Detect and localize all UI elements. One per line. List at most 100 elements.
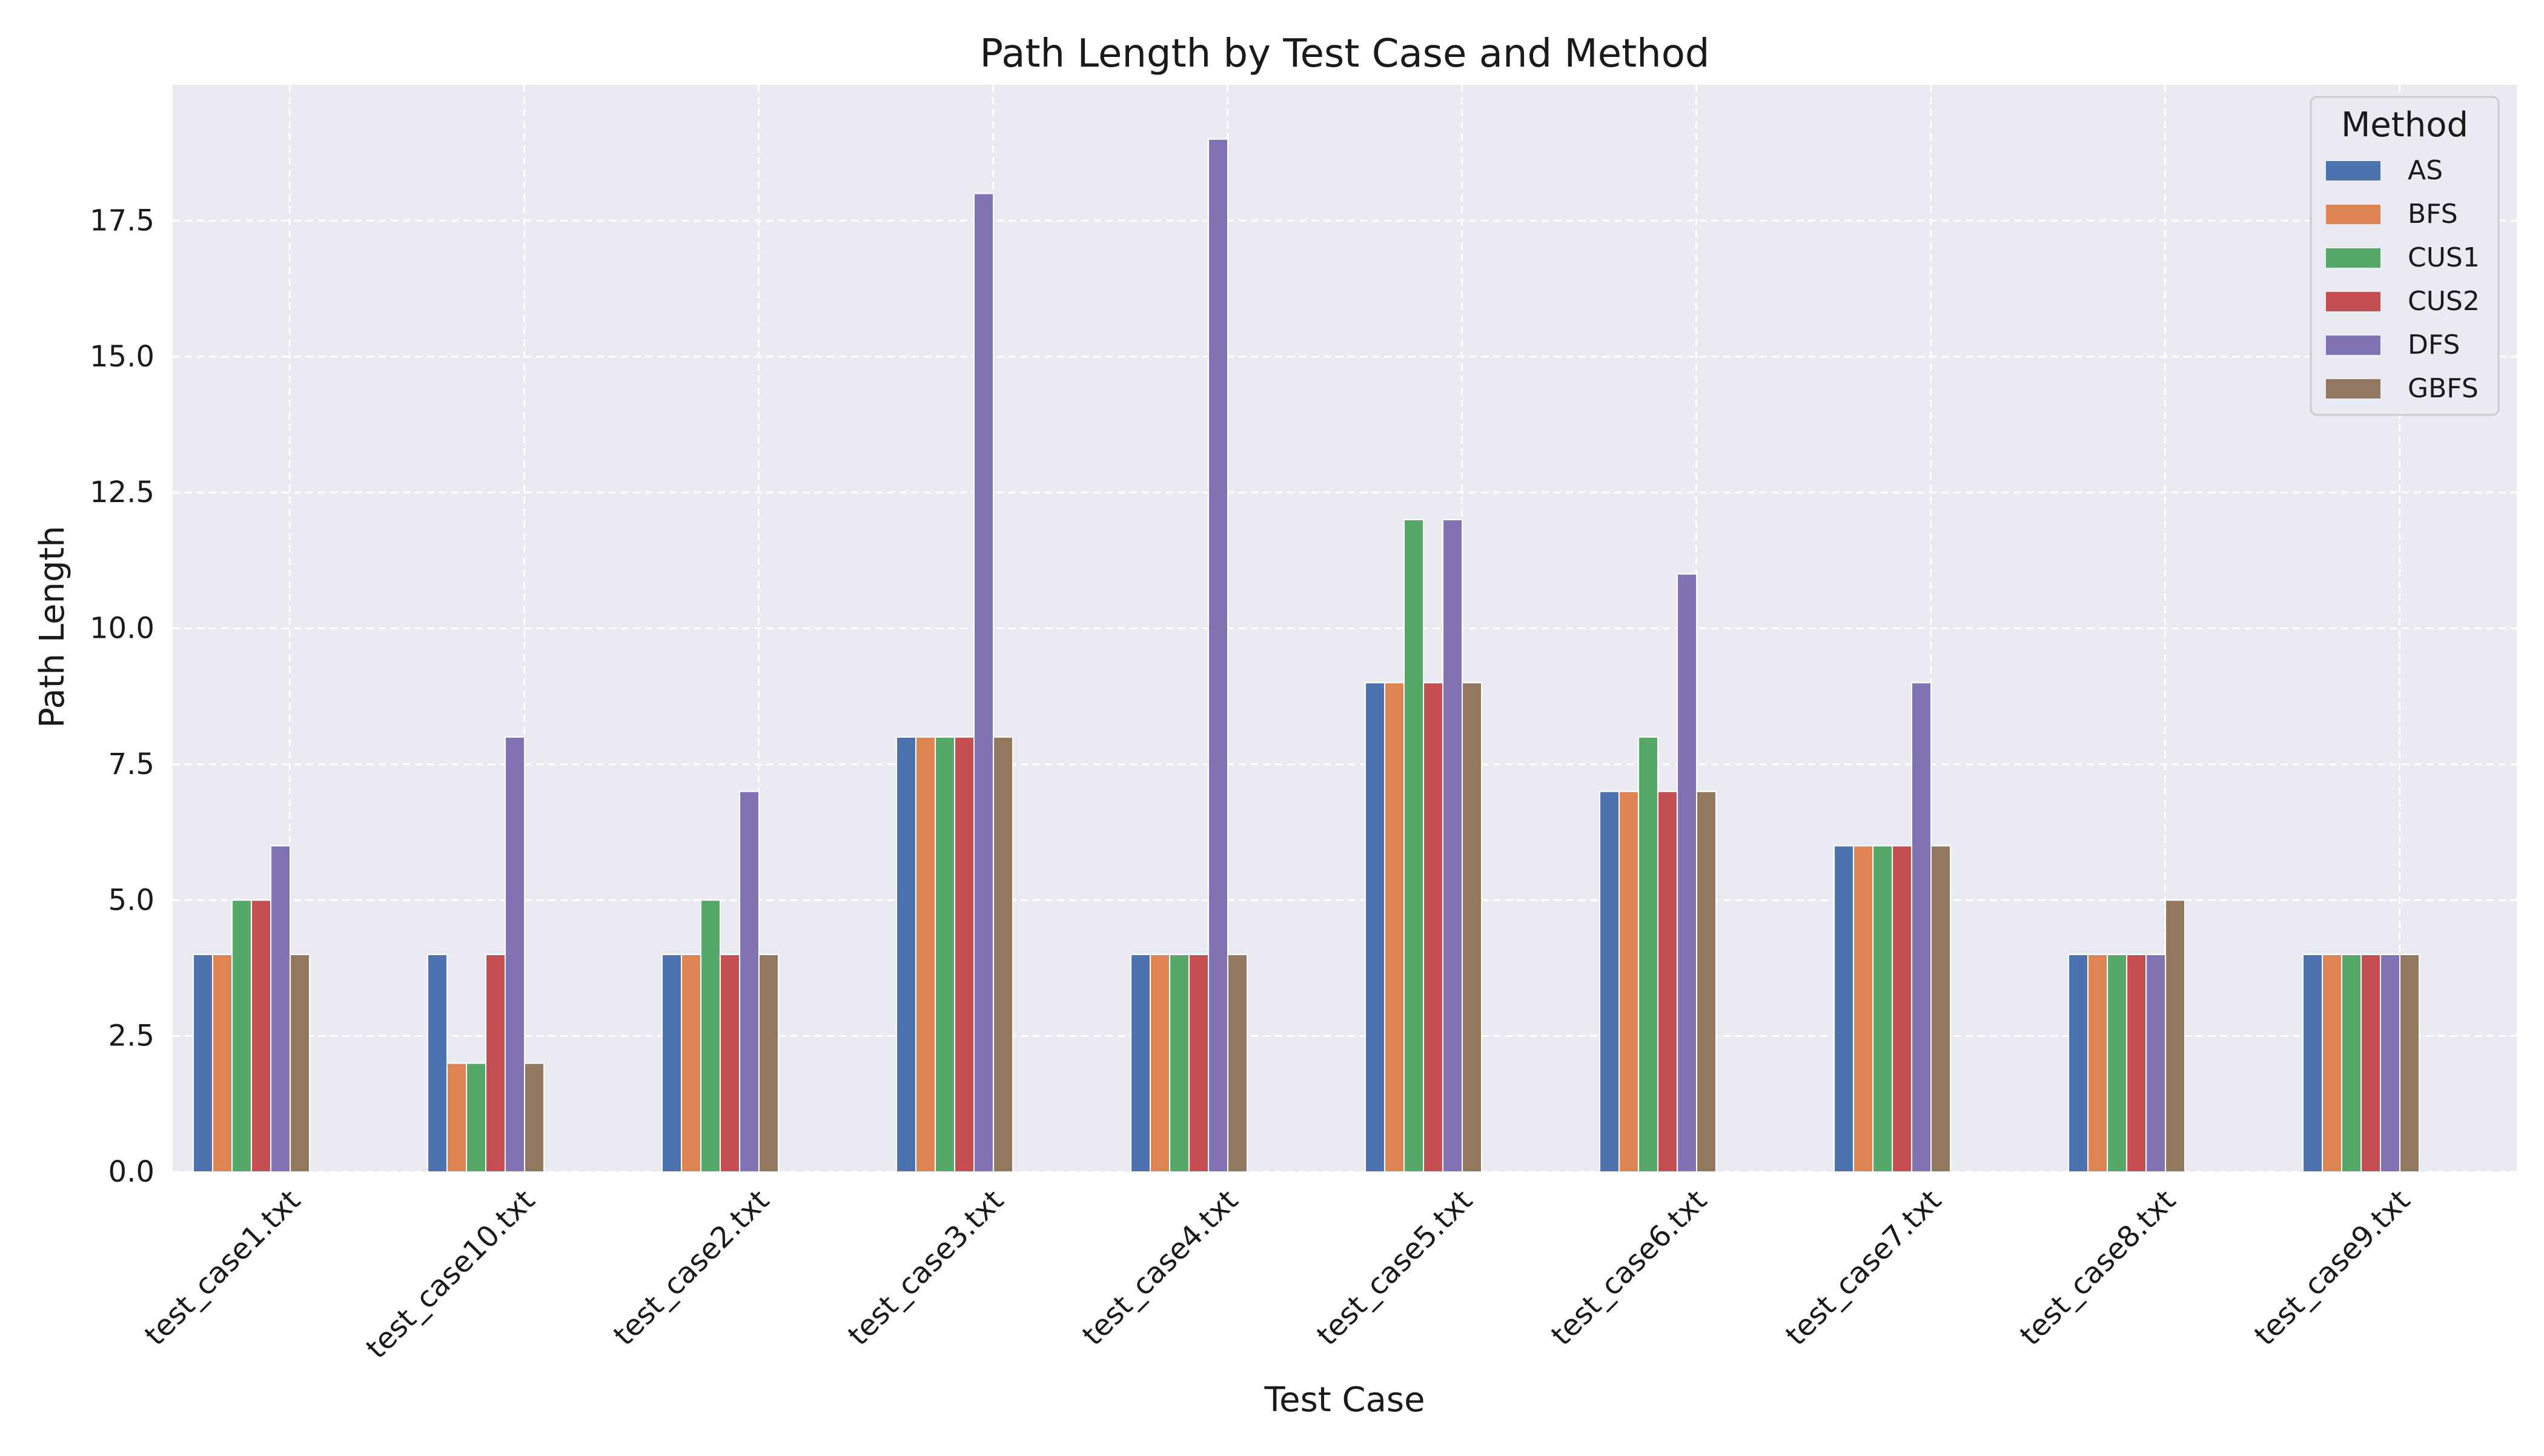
bar xyxy=(720,954,741,1173)
bar xyxy=(1696,790,1717,1173)
series-gbfs xyxy=(290,682,2420,1173)
bar xyxy=(2107,954,2128,1173)
bar xyxy=(993,736,1014,1173)
legend-swatch xyxy=(2326,379,2380,399)
bar xyxy=(1599,790,1620,1173)
y-tick-label: 0.0 xyxy=(108,1155,154,1189)
x-tick-label: test_case4.txt xyxy=(1076,1183,1245,1352)
bar xyxy=(193,954,214,1173)
legend-label: GBFS xyxy=(2408,373,2479,404)
legend: Method AS BFS CUS1 CUS2 DFS GBFS xyxy=(2310,96,2500,416)
bar xyxy=(485,954,506,1173)
bar xyxy=(1462,682,1483,1173)
x-tick-label: test_case6.txt xyxy=(1545,1183,1714,1352)
series-cus2 xyxy=(251,682,2382,1173)
y-tick-label: 10.0 xyxy=(90,612,154,646)
bar xyxy=(2145,954,2167,1173)
bar xyxy=(251,899,272,1173)
bar xyxy=(1227,954,1248,1173)
bar xyxy=(1365,682,1386,1173)
y-axis-label: Path Length xyxy=(33,526,72,728)
bar xyxy=(1872,845,1893,1173)
bar xyxy=(1677,573,1698,1173)
y-tick-label: 7.5 xyxy=(108,747,154,781)
bar xyxy=(2341,954,2362,1173)
legend-title: Method xyxy=(2341,105,2468,145)
bar xyxy=(466,1062,487,1173)
bar xyxy=(2087,954,2108,1173)
bar xyxy=(739,790,760,1173)
bar xyxy=(1911,682,1932,1173)
bar xyxy=(935,736,956,1173)
x-tick-label: test_case2.txt xyxy=(607,1183,776,1352)
bar xyxy=(1892,845,1913,1173)
legend-label: DFS xyxy=(2408,329,2460,360)
bar xyxy=(1833,845,1855,1173)
bar xyxy=(1442,519,1463,1173)
y-tick-label: 5.0 xyxy=(108,883,154,917)
bar xyxy=(2399,954,2420,1173)
plot-area xyxy=(173,85,2517,1173)
series-bfs xyxy=(212,682,2343,1173)
bar xyxy=(1618,790,1640,1173)
bar xyxy=(758,954,780,1173)
legend-item: DFS xyxy=(2326,329,2460,360)
bar xyxy=(681,954,702,1173)
x-tick-label: test_case9.txt xyxy=(2248,1183,2417,1352)
bar xyxy=(1208,138,1229,1173)
bar xyxy=(1169,954,1190,1173)
bar xyxy=(427,954,448,1173)
bar xyxy=(1403,519,1425,1173)
bar xyxy=(661,954,683,1173)
bar xyxy=(2126,954,2147,1173)
y-tick-label: 17.5 xyxy=(90,204,154,237)
bar xyxy=(505,736,526,1173)
legend-swatch xyxy=(2326,205,2380,224)
bar xyxy=(1150,954,1171,1173)
bar xyxy=(2165,899,2186,1173)
x-tick-label: test_case7.txt xyxy=(1779,1183,1948,1352)
bar xyxy=(1130,954,1151,1173)
bar xyxy=(700,899,721,1173)
bar xyxy=(231,899,253,1173)
x-tick-label: test_case5.txt xyxy=(1310,1183,1479,1352)
bar xyxy=(954,736,975,1173)
y-tick-label: 15.0 xyxy=(90,340,154,374)
bar xyxy=(1384,682,1405,1173)
bar xyxy=(1638,736,1659,1173)
legend-item: CUS2 xyxy=(2326,286,2480,317)
y-tick-label: 12.5 xyxy=(90,475,154,509)
legend-swatch xyxy=(2326,248,2380,268)
legend-item: GBFS xyxy=(2326,373,2479,404)
bar xyxy=(2360,954,2382,1173)
bar xyxy=(1188,954,1210,1173)
chart-title: Path Length by Test Case and Method xyxy=(980,31,1710,76)
bar xyxy=(1853,845,1874,1173)
series-cus1 xyxy=(231,519,2362,1173)
bar xyxy=(896,736,917,1173)
legend-label: CUS2 xyxy=(2408,286,2480,317)
legend-swatch xyxy=(2326,292,2380,311)
y-axis-ticks: 0.0 2.5 5.0 7.5 10.0 12.5 15.0 17.5 xyxy=(90,204,154,1189)
bar xyxy=(2068,954,2089,1173)
bar xyxy=(973,193,995,1173)
y-tick-label: 2.5 xyxy=(108,1019,154,1053)
series-dfs xyxy=(270,138,2401,1173)
bar xyxy=(524,1062,545,1173)
x-tick-label: test_case1.txt xyxy=(138,1183,307,1352)
bar xyxy=(1657,790,1678,1173)
bar xyxy=(1930,845,1952,1173)
bar xyxy=(915,736,936,1173)
legend-item: CUS1 xyxy=(2326,242,2480,273)
x-axis-ticks: test_case1.txt test_case10.txt test_case2.… xyxy=(138,1183,2417,1365)
legend-swatch xyxy=(2326,336,2380,355)
bar xyxy=(2380,954,2401,1173)
bar xyxy=(2302,954,2324,1173)
legend-item: BFS xyxy=(2326,199,2458,230)
x-tick-label: test_case3.txt xyxy=(841,1183,1010,1352)
series-as xyxy=(193,682,2324,1173)
legend-label: CUS1 xyxy=(2408,242,2480,273)
bar xyxy=(212,954,233,1173)
bar xyxy=(1423,682,1444,1173)
